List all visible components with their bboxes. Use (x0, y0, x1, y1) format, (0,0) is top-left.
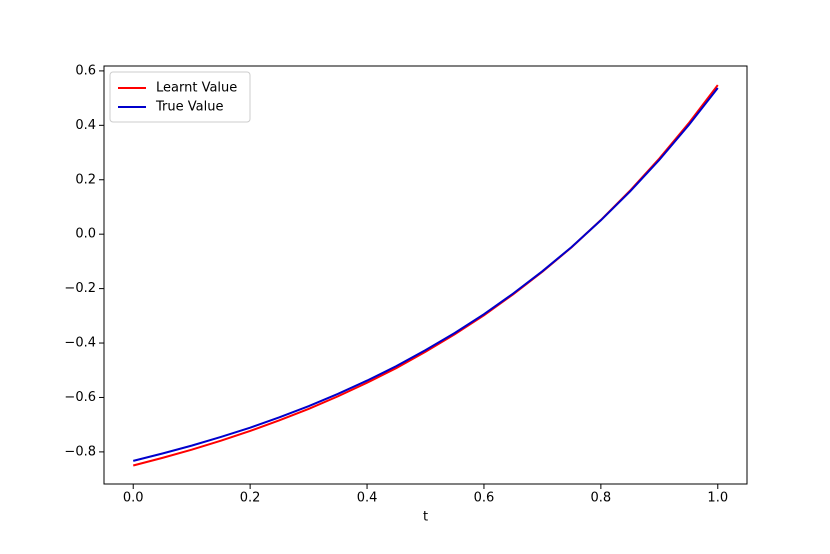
y-tick-label: 0.6 (75, 63, 96, 78)
x-tick-label: 1.0 (707, 491, 728, 506)
y-tick-label: 0.0 (75, 227, 96, 242)
x-axis-label: t (423, 510, 428, 525)
legend-label: Learnt Value (156, 81, 237, 96)
data-line (132, 87, 719, 462)
data-line (132, 84, 719, 467)
legend-box (109, 71, 251, 123)
x-tick-label: 0.0 (123, 491, 144, 506)
axes-frame (103, 65, 748, 485)
y-tick-label: −0.2 (64, 281, 96, 296)
y-tick-label: −0.4 (64, 336, 96, 351)
y-tick-label: −0.8 (64, 444, 96, 459)
x-tick-label: 0.6 (474, 491, 495, 506)
x-tick-label: 0.2 (240, 491, 261, 506)
y-tick-label: 0.4 (75, 118, 96, 133)
legend-label: True Value (155, 100, 223, 115)
x-tick-label: 0.4 (357, 491, 378, 506)
y-tick-label: 0.2 (75, 172, 96, 187)
x-tick-label: 0.8 (591, 491, 612, 506)
y-tick-label: −0.6 (64, 390, 96, 405)
